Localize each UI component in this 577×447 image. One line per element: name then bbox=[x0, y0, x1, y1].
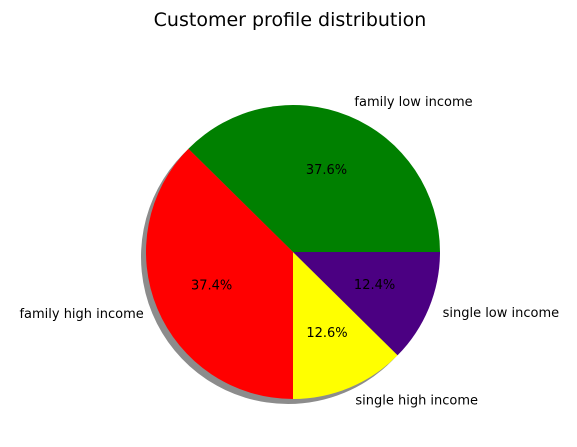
pie-slice-family-low-income bbox=[188, 104, 440, 252]
slice-label-single-high-income: single high income bbox=[355, 394, 478, 409]
slice-pct-family-high-income: 37.4% bbox=[191, 279, 232, 294]
pie-slices bbox=[146, 104, 440, 399]
pie-slice-single-low-income bbox=[293, 252, 440, 356]
slice-label-family-high-income: family high income bbox=[19, 307, 143, 322]
chart-title: Customer profile distribution bbox=[154, 9, 427, 31]
slice-pct-family-low-income: 37.6% bbox=[306, 163, 347, 178]
pie-slice-single-high-income bbox=[293, 252, 398, 399]
slice-label-family-low-income: family low income bbox=[354, 95, 472, 110]
pie-slice-family-high-income bbox=[146, 148, 293, 399]
slice-label-single-low-income: single low income bbox=[443, 306, 560, 321]
pie-labels: family low income 37.6% family high income… bbox=[19, 95, 559, 409]
slice-pct-single-low-income: 12.4% bbox=[354, 278, 395, 293]
slice-pct-single-high-income: 12.6% bbox=[306, 326, 347, 341]
